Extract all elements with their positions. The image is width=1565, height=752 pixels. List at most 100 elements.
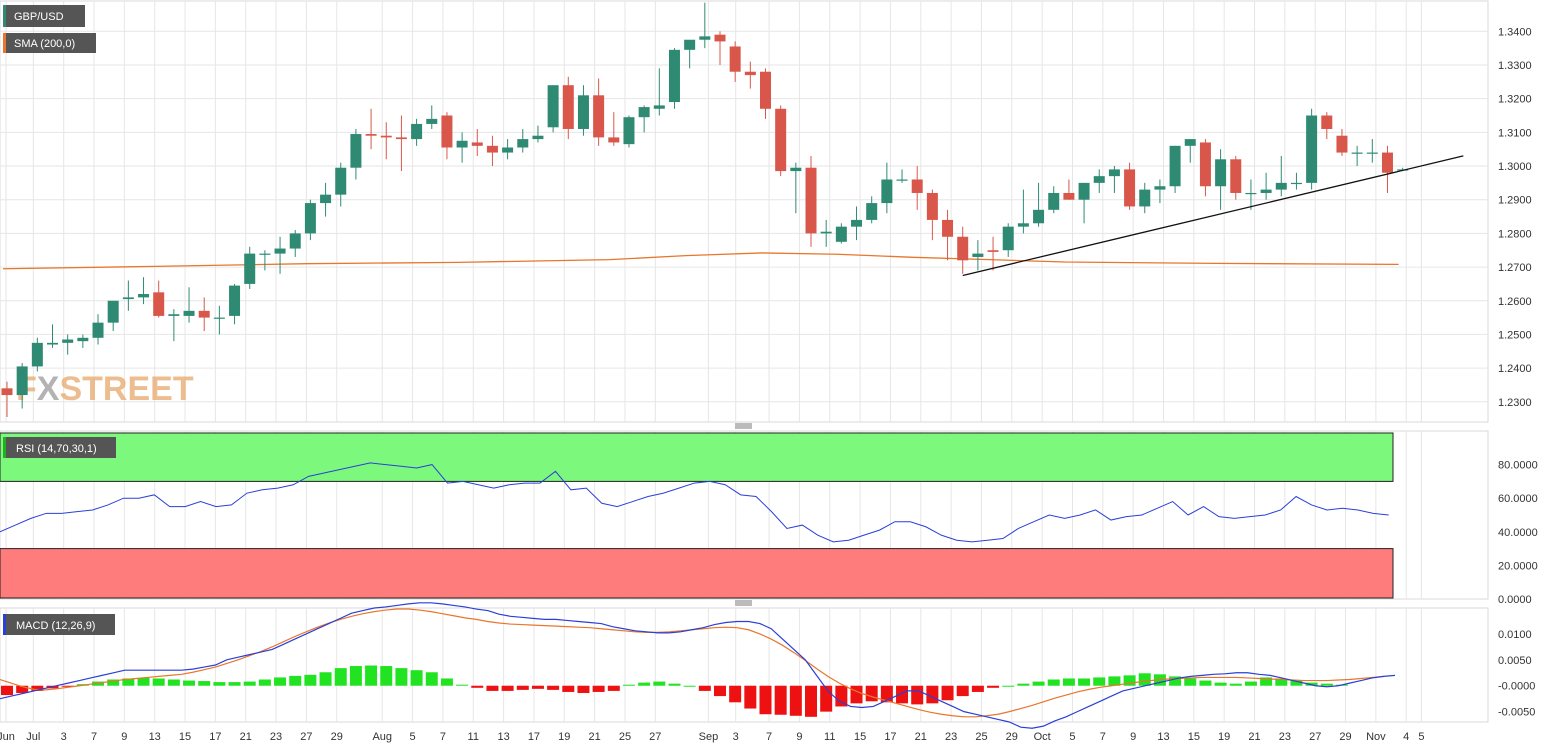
- macd-label: MACD (12,26,9): [16, 620, 95, 632]
- candle: [183, 287, 195, 323]
- candle: [593, 78, 605, 146]
- macd-histogram-bar: [456, 684, 469, 686]
- macd-histogram-bar: [653, 681, 666, 686]
- candle-body: [47, 342, 59, 345]
- candle-body: [911, 179, 923, 193]
- candle-body: [866, 203, 878, 220]
- candle: [62, 334, 74, 355]
- price-tick-label: 1.2700: [1498, 262, 1532, 274]
- candle: [1306, 108, 1318, 190]
- candle-body: [244, 253, 256, 284]
- x-tick-label: 25: [975, 731, 987, 743]
- macd-histogram-bar: [1062, 678, 1075, 686]
- x-tick-label: 19: [1218, 731, 1230, 743]
- candle: [1, 381, 13, 417]
- candle: [47, 324, 59, 348]
- x-tick-label: Sep: [699, 731, 719, 743]
- candle-body: [411, 123, 423, 140]
- x-tick-label: 29: [331, 731, 343, 743]
- macd-histogram-bar: [971, 685, 984, 692]
- candle-body: [577, 95, 589, 129]
- macd-histogram-bar: [274, 677, 287, 686]
- candle-body: [1275, 182, 1287, 190]
- macd-histogram-bar: [865, 685, 878, 702]
- symbol-label: GBP/USD: [14, 11, 64, 23]
- candle: [957, 226, 969, 274]
- macd-histogram-bar: [380, 666, 393, 686]
- x-tick-label: 25: [619, 731, 631, 743]
- x-tick-label: 21: [915, 731, 927, 743]
- x-tick-label: 7: [1100, 731, 1106, 743]
- candle-body: [547, 85, 559, 128]
- candle: [699, 2, 711, 49]
- macd-histogram-bar: [1244, 681, 1257, 686]
- candle-body: [1199, 142, 1211, 187]
- macd-histogram-bar: [1214, 682, 1227, 686]
- candle: [365, 108, 377, 150]
- candle-body: [1260, 189, 1272, 193]
- macd-histogram-bar: [319, 672, 332, 686]
- candle-body: [699, 36, 711, 40]
- candle-body: [335, 167, 347, 195]
- candle-body: [653, 105, 665, 109]
- x-tick-label: 5: [1418, 731, 1424, 743]
- candle-body: [562, 85, 574, 129]
- macd-histogram-bar: [956, 685, 969, 697]
- candle-body: [153, 292, 165, 316]
- macd-histogram-bar: [531, 685, 544, 689]
- macd-histogram-bar: [365, 665, 378, 686]
- x-tick-label: 15: [179, 731, 191, 743]
- candle-body: [1002, 226, 1014, 251]
- macd-histogram-bar: [547, 685, 560, 690]
- macd-histogram-bar: [258, 679, 271, 686]
- candle-body: [1093, 176, 1105, 183]
- macd-histogram-bar: [516, 685, 529, 690]
- candle: [1366, 139, 1378, 163]
- candle-body: [729, 46, 741, 72]
- macd-histogram-bar: [805, 685, 818, 717]
- x-tick-label: Aug: [372, 731, 392, 743]
- candle-body: [395, 137, 407, 140]
- candle-body: [957, 236, 969, 261]
- macd-histogram-bar: [1108, 676, 1121, 686]
- x-tick-label: 7: [440, 731, 446, 743]
- macd-tick-label: 0.0050: [1498, 655, 1532, 667]
- macd-histogram-bar: [440, 678, 453, 686]
- candle-body: [532, 135, 544, 140]
- sma-label-swatch: [3, 33, 6, 53]
- macd-histogram-bar: [1305, 682, 1318, 686]
- candle: [122, 280, 134, 311]
- candle-body: [1033, 209, 1045, 224]
- macd-histogram-bar: [820, 685, 833, 712]
- support-trendline[interactable]: [962, 155, 1464, 277]
- x-tick-label: 3: [61, 731, 67, 743]
- price-tick-label: 1.3400: [1498, 26, 1532, 38]
- macd-histogram-bar: [941, 685, 954, 701]
- rsi-label: RSI (14,70,30,1): [16, 443, 97, 455]
- x-tick-label: 9: [121, 731, 127, 743]
- candle-body: [881, 179, 893, 204]
- price-tick-label: 1.3200: [1498, 94, 1532, 106]
- candle: [562, 76, 574, 140]
- candle: [866, 196, 878, 224]
- candle-body: [502, 147, 514, 153]
- candle-body: [987, 250, 999, 252]
- candle: [805, 155, 817, 247]
- candle-body: [1078, 182, 1090, 200]
- macd-histogram-bar: [911, 685, 924, 705]
- x-tick-label: 4: [1403, 731, 1409, 743]
- candle: [1351, 145, 1363, 167]
- candle: [1169, 145, 1181, 193]
- candle: [1108, 166, 1120, 193]
- candle: [608, 112, 620, 146]
- macd-histogram-bar: [213, 682, 226, 686]
- candle-body: [760, 71, 771, 109]
- x-tick-label: Jun: [0, 731, 15, 743]
- candle: [1093, 169, 1105, 193]
- candle-body: [1184, 139, 1196, 146]
- macd-histogram-bar: [1047, 679, 1060, 686]
- rsi-tick-label: 0.0000: [1498, 594, 1532, 606]
- x-tick-label: Jul: [26, 731, 40, 743]
- macd-histogram-bar: [1290, 680, 1303, 686]
- candle-body: [1048, 192, 1060, 210]
